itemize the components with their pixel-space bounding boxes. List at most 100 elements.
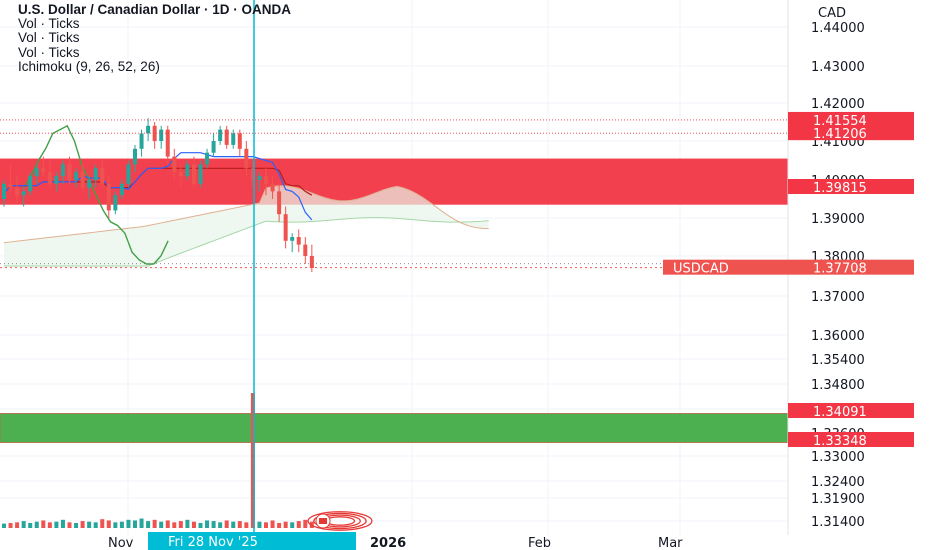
volume-bar [159, 521, 164, 528]
volume-bar [34, 521, 39, 528]
canada-flag-icon [307, 511, 373, 531]
volume-bar [303, 519, 308, 528]
candle-body [205, 152, 210, 165]
candle-body [93, 168, 98, 180]
candle-body [270, 183, 275, 192]
price-tick-label: 1.36000 [811, 329, 865, 344]
volume-bar [139, 518, 144, 528]
candle-body [41, 168, 46, 173]
price-tick-label: 1.35400 [811, 353, 865, 368]
candle-body [60, 164, 65, 177]
price-badge-label: 1.41206 [813, 127, 867, 142]
symbol-badge-label: USDCAD [673, 262, 729, 277]
volume-bar [231, 521, 236, 528]
symbol-badge [663, 259, 788, 275]
time-axis[interactable]: Nov 2026 Feb Mar Fri 28 Nov '25 [0, 532, 788, 550]
candle-body [211, 141, 216, 153]
flag-ring [313, 512, 367, 530]
volume-bar [178, 521, 183, 528]
volume-bar [119, 521, 124, 528]
candle-body [106, 183, 111, 211]
volume-bar [93, 522, 98, 528]
candle-body [178, 172, 183, 177]
price-axis-bg [788, 0, 932, 550]
candles [2, 118, 314, 272]
lagging-span-line [23, 124, 169, 265]
volume-bar [41, 520, 46, 528]
price-tick-label: 1.31400 [811, 515, 865, 530]
volume-bar [2, 523, 6, 528]
price-tick-label: 1.32400 [811, 475, 865, 490]
volume-bar [290, 522, 295, 528]
volume-bar [165, 520, 170, 528]
chart-legend: U.S. Dollar / Canadian Dollar · 1D · OAN… [18, 2, 292, 74]
price-badge-label: 1.39815 [813, 181, 867, 196]
volume-bar [28, 522, 33, 528]
volume-bar [244, 522, 249, 528]
candle-body [218, 129, 223, 141]
candle-body [47, 172, 52, 184]
price-tick-label: 1.37000 [811, 290, 865, 305]
price-badge [788, 403, 914, 418]
chart-title: U.S. Dollar / Canadian Dollar · 1D · OAN… [18, 2, 292, 17]
candle-body [185, 164, 190, 177]
price-tick-label: 1.33000 [811, 450, 865, 465]
time-tick-label: Mar [658, 536, 683, 550]
volume-bar [237, 521, 242, 528]
candle-body [139, 133, 144, 149]
price-tick-label: 1.43000 [811, 60, 865, 75]
candle-body [250, 168, 255, 180]
volume-bar [205, 520, 210, 528]
candle-body [231, 133, 236, 145]
indicator-vol-3[interactable]: Vol · Ticks [18, 44, 80, 60]
flag-ring [307, 511, 373, 531]
volume-bar [15, 522, 20, 528]
candle-body [244, 148, 249, 169]
volume-bar [211, 521, 216, 528]
volume-bar [67, 522, 72, 528]
price-tick-label: 1.39000 [811, 212, 865, 227]
price-lines [0, 119, 788, 269]
candle-body [172, 156, 177, 173]
candle-body [67, 164, 72, 180]
candle-body [2, 183, 6, 199]
candle-body [303, 244, 308, 256]
volume-bar [264, 522, 268, 528]
volume-bar [270, 520, 275, 528]
candle-body [28, 176, 33, 192]
price-badge [788, 125, 914, 141]
volume-bar [113, 522, 118, 528]
candle-body [264, 176, 268, 184]
volume-bar [146, 521, 151, 528]
time-tick-label: 2026 [370, 536, 406, 550]
price-axis[interactable]: CAD1.440001.430001.420001.410001.400001.… [787, 0, 932, 550]
price-tick-label: 1.42000 [811, 97, 865, 112]
price-badge-label: 1.37708 [813, 262, 867, 277]
indicator-vol-2[interactable]: Vol · Ticks [18, 30, 80, 46]
candle-body [80, 172, 85, 188]
crosshair-date-badge [148, 532, 356, 550]
volume-bar [60, 519, 65, 528]
time-tick-label: Feb [528, 536, 551, 550]
candle-body [290, 237, 295, 241]
candle-body [21, 191, 26, 196]
candle-body [15, 187, 20, 196]
indicator-ichimoku[interactable]: Ichimoku (9, 26, 52, 26) [18, 58, 160, 74]
ichimoku-cloud [3, 124, 489, 267]
candle-body [126, 164, 131, 184]
span-b-line [3, 185, 489, 244]
volume-bar [250, 393, 255, 528]
maple-leaf [319, 518, 327, 524]
price-badge [788, 432, 914, 447]
candle-body [54, 176, 59, 184]
volume-bar [296, 521, 301, 528]
candle-body [257, 176, 262, 180]
candle-body [283, 214, 288, 241]
price-tick-label: 1.34800 [811, 378, 865, 393]
candle-body [133, 148, 137, 165]
candle-body [113, 195, 118, 211]
candle-body [165, 129, 170, 157]
indicator-vol-1[interactable]: Vol · Ticks [18, 16, 80, 32]
